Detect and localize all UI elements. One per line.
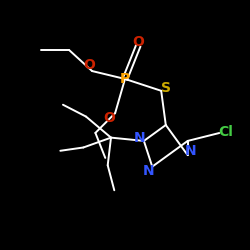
Text: O: O <box>132 35 144 49</box>
Text: N: N <box>134 131 145 145</box>
Text: O: O <box>103 112 115 126</box>
Text: N: N <box>185 144 197 158</box>
Text: P: P <box>120 72 130 86</box>
Text: Cl: Cl <box>218 125 233 139</box>
Text: N: N <box>143 164 155 177</box>
Text: O: O <box>83 58 95 72</box>
Text: S: S <box>162 80 172 94</box>
